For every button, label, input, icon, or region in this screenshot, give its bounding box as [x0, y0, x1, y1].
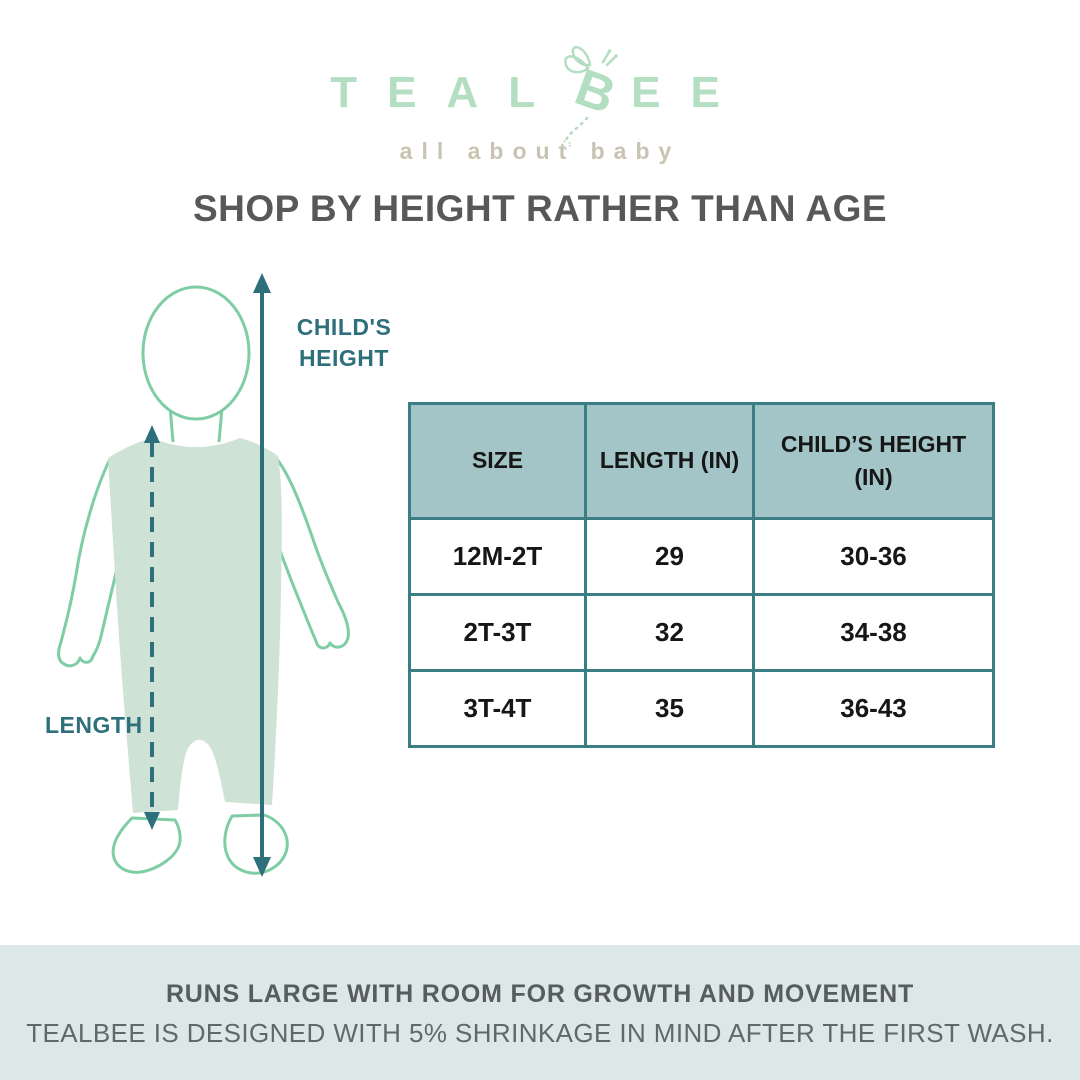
childs-height-label: CHILD'S HEIGHT — [296, 314, 392, 371]
brand-name-suffix: EE — [631, 68, 750, 117]
brand-logo: TEAL B EE all about baby — [0, 45, 1080, 165]
column-header-childs-height: CHILD’S HEIGHT (IN) — [752, 405, 992, 517]
baby-measurement-illustration — [57, 273, 350, 877]
length-arrow — [144, 425, 160, 830]
table-cell-length: 29 — [584, 517, 752, 593]
baby-right-foot — [223, 813, 289, 875]
bee-body-letter: B — [568, 58, 623, 125]
column-header-length: LENGTH (IN) — [584, 405, 752, 517]
table-cell-length: 32 — [584, 593, 752, 669]
height-arrow — [253, 273, 271, 877]
baby-left-foot — [111, 816, 182, 874]
bee-wing-icon — [564, 55, 590, 74]
column-header-size: SIZE — [411, 405, 584, 517]
length-label: LENGTH — [45, 712, 143, 738]
brand-name-prefix: TEAL — [330, 68, 566, 117]
table-cell-length: 35 — [584, 669, 752, 745]
footer-headline: RUNS LARGE WITH ROOM FOR GROWTH AND MOVE… — [165, 980, 915, 1008]
table-cell-size: 2T-3T — [411, 593, 584, 669]
table-cell-size: 3T-4T — [411, 669, 584, 745]
table-cell-height: 34-38 — [752, 593, 992, 669]
bee-icon: B — [557, 45, 623, 150]
bee-trail-icon — [563, 116, 589, 144]
size-chart-table: SIZE LENGTH (IN) CHILD’S HEIGHT (IN) 12M… — [408, 402, 995, 748]
footer-subtext: TEALBEE IS DESIGNED WITH 5% SHRINKAGE IN… — [26, 1018, 1054, 1048]
brand-tagline: all about baby — [399, 138, 681, 164]
table-cell-size: 12M-2T — [411, 517, 584, 593]
table-cell-height: 36-43 — [752, 669, 992, 745]
bee-antennae-icon — [601, 50, 617, 67]
bee-trail-spiral-icon — [561, 140, 572, 150]
footer-note: RUNS LARGE WITH ROOM FOR GROWTH AND MOVE… — [0, 945, 1080, 1080]
page-title: SHOP BY HEIGHT RATHER THAN AGE — [192, 188, 888, 229]
bee-wing-icon — [571, 45, 592, 67]
baby-head — [141, 285, 251, 421]
baby-garment — [108, 438, 282, 813]
table-cell-height: 30-36 — [752, 517, 992, 593]
